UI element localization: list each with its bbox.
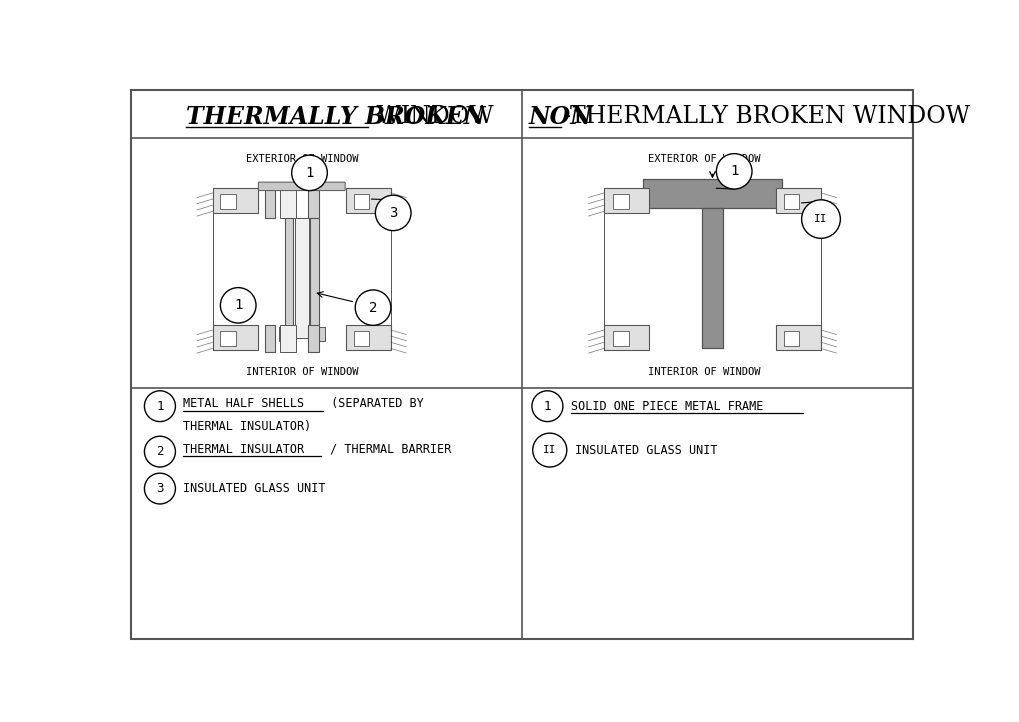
Bar bbox=[604, 188, 649, 213]
Bar bbox=[354, 331, 369, 346]
Circle shape bbox=[220, 287, 256, 323]
Circle shape bbox=[716, 154, 752, 189]
Text: THERMALLY BROKEN: THERMALLY BROKEN bbox=[185, 105, 485, 129]
Text: EXTERIOR OF WINDOW: EXTERIOR OF WINDOW bbox=[246, 154, 358, 164]
Bar bbox=[220, 193, 235, 209]
Bar bbox=[784, 331, 799, 346]
FancyBboxPatch shape bbox=[259, 182, 345, 191]
Text: THERMAL INSULATOR: THERMAL INSULATOR bbox=[183, 443, 305, 456]
Text: (SEPARATED BY: (SEPARATED BY bbox=[324, 397, 424, 410]
Text: WINDOW: WINDOW bbox=[369, 105, 494, 129]
Bar bbox=[776, 188, 821, 213]
Bar bbox=[354, 193, 369, 209]
Bar bbox=[280, 183, 296, 217]
Text: 3: 3 bbox=[389, 206, 397, 220]
Text: INTERIOR OF WINDOW: INTERIOR OF WINDOW bbox=[246, 367, 358, 377]
Text: 2: 2 bbox=[369, 300, 377, 315]
Circle shape bbox=[532, 391, 562, 422]
Bar bbox=[776, 326, 821, 350]
Bar bbox=[643, 179, 783, 207]
Text: -THERMALLY BROKEN WINDOW: -THERMALLY BROKEN WINDOW bbox=[562, 105, 970, 129]
Bar bbox=[220, 331, 235, 346]
Bar bbox=[319, 327, 325, 341]
Bar bbox=[265, 326, 275, 352]
Text: 1: 1 bbox=[156, 400, 164, 413]
Text: SOLID ONE PIECE METAL FRAME: SOLID ONE PIECE METAL FRAME bbox=[571, 400, 763, 413]
Text: 3: 3 bbox=[156, 482, 164, 495]
Text: II: II bbox=[814, 214, 827, 224]
Text: THERMAL INSULATOR): THERMAL INSULATOR) bbox=[183, 420, 312, 433]
Bar bbox=[265, 183, 275, 217]
Bar bbox=[345, 326, 391, 350]
Bar bbox=[308, 326, 319, 352]
Text: EXTERIOR OF WINDOW: EXTERIOR OF WINDOW bbox=[648, 154, 761, 164]
Circle shape bbox=[145, 391, 175, 422]
Bar bbox=[604, 326, 649, 350]
Bar bbox=[702, 207, 722, 349]
Text: NON: NON bbox=[529, 105, 593, 129]
Bar bbox=[310, 217, 319, 327]
Text: METAL HALF SHELLS: METAL HALF SHELLS bbox=[183, 397, 305, 410]
Bar bbox=[213, 188, 258, 213]
Bar bbox=[213, 326, 258, 350]
Text: 1: 1 bbox=[306, 166, 314, 180]
Bar bbox=[308, 183, 319, 217]
Circle shape bbox=[145, 473, 175, 504]
Text: 1: 1 bbox=[234, 298, 243, 313]
Text: 1: 1 bbox=[544, 400, 551, 413]
Circle shape bbox=[375, 195, 411, 230]
Text: / THERMAL BARRIER: / THERMAL BARRIER bbox=[323, 443, 451, 456]
Circle shape bbox=[802, 200, 841, 238]
Bar bbox=[294, 217, 309, 339]
Circle shape bbox=[291, 155, 327, 191]
Text: 2: 2 bbox=[156, 445, 164, 458]
Circle shape bbox=[533, 433, 567, 467]
Bar bbox=[784, 193, 799, 209]
Circle shape bbox=[145, 436, 175, 467]
Text: II: II bbox=[543, 445, 556, 455]
Bar bbox=[345, 188, 391, 213]
Text: INSULATED GLASS UNIT: INSULATED GLASS UNIT bbox=[575, 443, 717, 456]
Text: 1: 1 bbox=[730, 165, 739, 178]
Text: INSULATED GLASS UNIT: INSULATED GLASS UNIT bbox=[183, 482, 326, 495]
Bar bbox=[613, 193, 629, 209]
Bar bbox=[613, 331, 629, 346]
Bar bbox=[278, 327, 284, 341]
Circle shape bbox=[356, 290, 391, 326]
Bar bbox=[284, 217, 293, 327]
Bar bbox=[280, 326, 296, 352]
Text: INTERIOR OF WINDOW: INTERIOR OF WINDOW bbox=[648, 367, 761, 377]
